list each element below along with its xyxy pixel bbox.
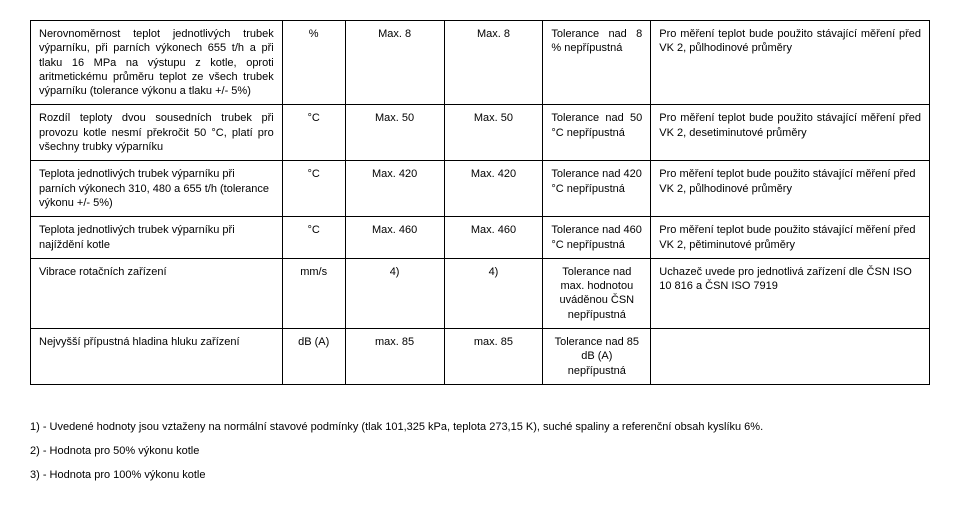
footnote-1: 1) - Uvedené hodnoty jsou vztaženy na no… — [30, 415, 930, 439]
cell-desc: Nerovnoměrnost teplot jednotlivých trube… — [31, 21, 283, 105]
cell-note: Uchazeč uvede pro jednotlivá zařízení dl… — [651, 258, 930, 328]
cell-val1: Max. 50 — [345, 105, 444, 161]
cell-val2: Max. 460 — [444, 217, 543, 259]
table-row: Vibrace rotačních zařízení mm/s 4) 4) To… — [31, 258, 930, 328]
cell-tol: Tolerance nad 460 °C nepřípustná — [543, 217, 651, 259]
cell-tol: Tolerance nad 8 % nepřípustná — [543, 21, 651, 105]
cell-val2: 4) — [444, 258, 543, 328]
cell-tol: Tolerance nad 85 dB (A) nepřípustná — [543, 329, 651, 385]
cell-val2: Max. 420 — [444, 161, 543, 217]
footnote-3: 3) - Hodnota pro 100% výkonu kotle — [30, 463, 930, 487]
cell-note: Pro měření teplot bude použito stávající… — [651, 21, 930, 105]
cell-val1: max. 85 — [345, 329, 444, 385]
cell-note: Pro měření teplot bude použito stávající… — [651, 161, 930, 217]
cell-note: Pro měření teplot bude použito stávající… — [651, 217, 930, 259]
cell-val1: Max. 8 — [345, 21, 444, 105]
cell-val2: Max. 8 — [444, 21, 543, 105]
cell-tol: Tolerance nad max. hodnotou uváděnou ČSN… — [543, 258, 651, 328]
cell-unit: % — [282, 21, 345, 105]
spec-table: Nerovnoměrnost teplot jednotlivých trube… — [30, 20, 930, 385]
cell-val1: 4) — [345, 258, 444, 328]
cell-desc: Teplota jednotlivých trubek výparníku př… — [31, 161, 283, 217]
cell-desc: Teplota jednotlivých trubek výparníku př… — [31, 217, 283, 259]
cell-val2: Max. 50 — [444, 105, 543, 161]
table-row: Teplota jednotlivých trubek výparníku př… — [31, 161, 930, 217]
cell-unit: °C — [282, 105, 345, 161]
cell-desc: Nejvyšší přípustná hladina hluku zařízen… — [31, 329, 283, 385]
table-row: Rozdíl teploty dvou sousedních trubek př… — [31, 105, 930, 161]
cell-val1: Max. 420 — [345, 161, 444, 217]
table-row: Nejvyšší přípustná hladina hluku zařízen… — [31, 329, 930, 385]
cell-desc: Vibrace rotačních zařízení — [31, 258, 283, 328]
cell-unit: °C — [282, 217, 345, 259]
cell-unit: °C — [282, 161, 345, 217]
table-row: Nerovnoměrnost teplot jednotlivých trube… — [31, 21, 930, 105]
footnote-2: 2) - Hodnota pro 50% výkonu kotle — [30, 439, 930, 463]
footnotes: 1) - Uvedené hodnoty jsou vztaženy na no… — [30, 415, 930, 488]
cell-tol: Tolerance nad 50 °C nepřípustná — [543, 105, 651, 161]
cell-note — [651, 329, 930, 385]
cell-val1: Max. 460 — [345, 217, 444, 259]
cell-val2: max. 85 — [444, 329, 543, 385]
cell-unit: dB (A) — [282, 329, 345, 385]
cell-tol: Tolerance nad 420 °C nepřípustná — [543, 161, 651, 217]
cell-desc: Rozdíl teploty dvou sousedních trubek př… — [31, 105, 283, 161]
table-row: Teplota jednotlivých trubek výparníku př… — [31, 217, 930, 259]
cell-unit: mm/s — [282, 258, 345, 328]
cell-note: Pro měření teplot bude použito stávající… — [651, 105, 930, 161]
